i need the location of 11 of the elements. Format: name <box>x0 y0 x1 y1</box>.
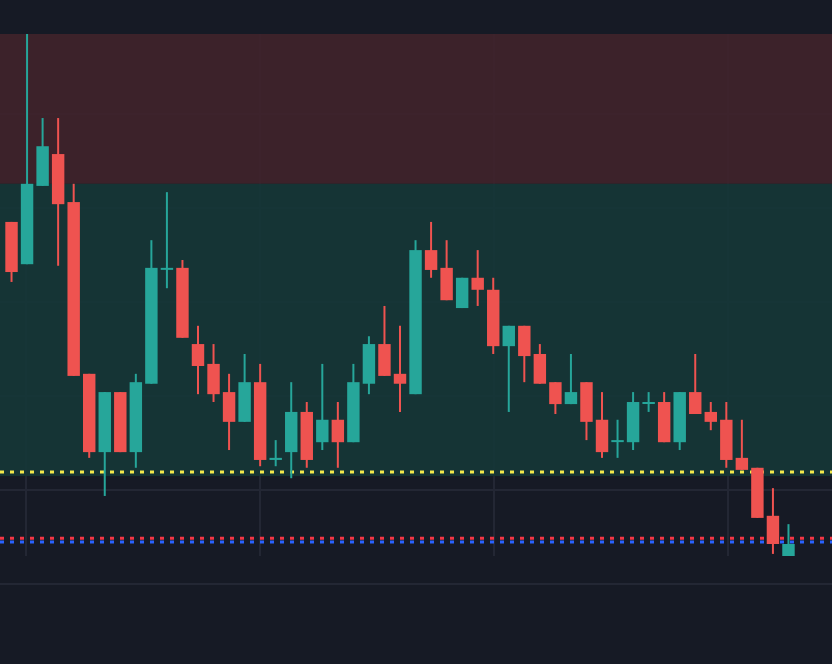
candlestick <box>657 391 671 444</box>
candlestick <box>564 352 578 406</box>
candlestick <box>502 324 515 413</box>
candlestick <box>471 249 484 307</box>
candlestick <box>316 362 329 452</box>
candlestick <box>689 352 702 416</box>
candlestick <box>331 401 345 469</box>
candlestick <box>782 523 795 557</box>
candlestick <box>238 352 251 423</box>
candlestick <box>269 439 282 468</box>
candlestick <box>285 381 298 480</box>
